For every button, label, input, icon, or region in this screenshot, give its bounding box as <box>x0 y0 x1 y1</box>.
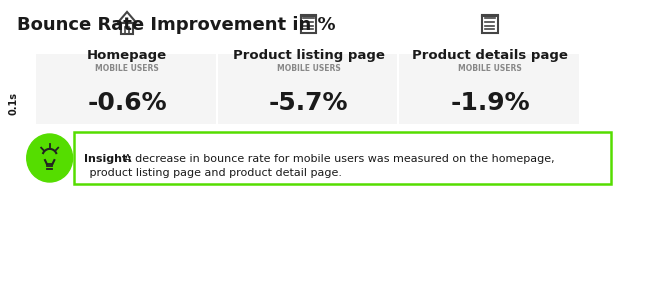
Circle shape <box>27 134 73 182</box>
Text: Bounce Rate Improvement in %: Bounce Rate Improvement in % <box>17 16 336 34</box>
Text: Insight:: Insight: <box>84 154 132 164</box>
Text: MOBILE USERS: MOBILE USERS <box>458 64 522 72</box>
Text: Product details page: Product details page <box>412 49 568 62</box>
Text: Homepage: Homepage <box>87 49 167 62</box>
Text: product listing page and product detail page.: product listing page and product detail … <box>86 168 342 178</box>
FancyBboxPatch shape <box>218 82 397 124</box>
FancyBboxPatch shape <box>75 132 611 184</box>
Text: MOBILE USERS: MOBILE USERS <box>277 64 341 72</box>
FancyBboxPatch shape <box>36 82 216 124</box>
Text: -1.9%: -1.9% <box>450 91 530 115</box>
Text: A decrease in bounce rate for mobile users was measured on the homepage,: A decrease in bounce rate for mobile use… <box>118 154 555 164</box>
Text: MOBILE USERS: MOBILE USERS <box>95 64 159 72</box>
Text: 0.1s: 0.1s <box>8 91 18 114</box>
Text: Product listing page: Product listing page <box>233 49 384 62</box>
FancyBboxPatch shape <box>218 54 397 82</box>
FancyBboxPatch shape <box>36 54 216 82</box>
FancyBboxPatch shape <box>399 54 578 82</box>
FancyBboxPatch shape <box>399 82 578 124</box>
Text: -5.7%: -5.7% <box>268 91 348 115</box>
Text: -0.6%: -0.6% <box>87 91 167 115</box>
